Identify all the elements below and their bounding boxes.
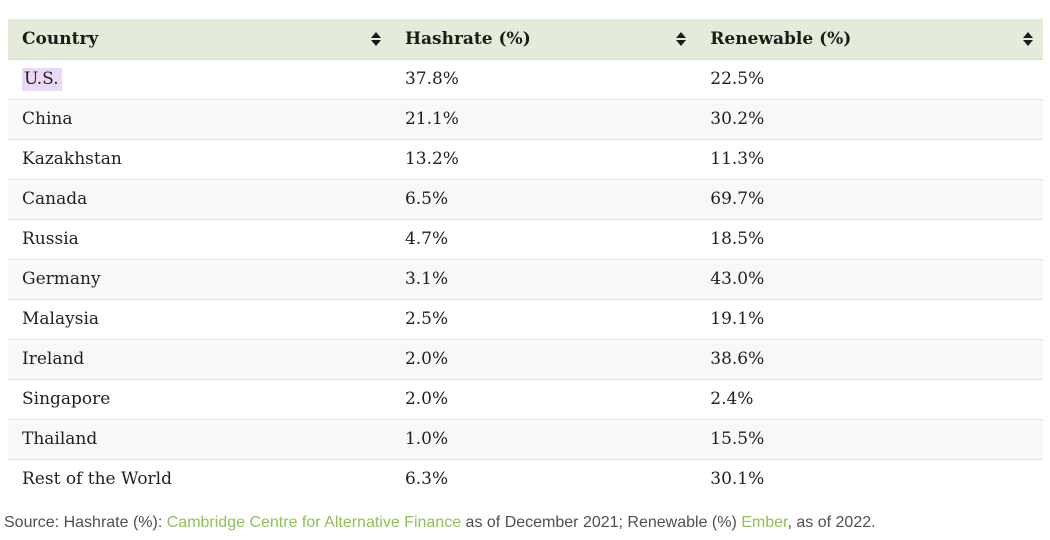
source-link[interactable]: Ember <box>741 514 788 531</box>
selected-text-highlight: U.S. <box>22 68 62 91</box>
column-label-country: Country <box>22 28 99 49</box>
cell-country: Ireland <box>8 338 391 379</box>
cell-hashrate: 6.5% <box>390 178 697 219</box>
cell-renewable: 18.5% <box>696 218 1043 259</box>
cell-renewable: 22.5% <box>696 59 1043 99</box>
table-row: Canada 6.5% 69.7% <box>8 178 1043 219</box>
table-row: Rest of the World 6.3% 30.1% <box>8 458 1043 499</box>
source-line: Source: Hashrate (%): Cambridge Centre f… <box>4 514 1044 532</box>
cell-renewable: 38.6% <box>696 338 1043 379</box>
column-header-hashrate[interactable]: Hashrate (%) <box>390 19 697 60</box>
table-header: Country Hashrate (%) Renewable (%) <box>8 19 1043 60</box>
column-header-renewable[interactable]: Renewable (%) <box>696 19 1043 60</box>
header-row: Country Hashrate (%) Renewable (%) <box>8 19 1043 60</box>
cell-renewable: 43.0% <box>696 258 1043 299</box>
cell-hashrate: 3.1% <box>390 258 697 299</box>
table-row: Russia 4.7% 18.5% <box>8 218 1043 259</box>
cell-hashrate: 6.3% <box>390 458 697 499</box>
source-text: , as of 2022. <box>787 514 876 531</box>
cell-renewable: 11.3% <box>696 138 1043 179</box>
cell-hashrate: 4.7% <box>390 218 697 259</box>
sort-icon[interactable] <box>676 31 687 46</box>
table-row: Thailand 1.0% 15.5% <box>8 418 1043 459</box>
column-label-renewable: Renewable (%) <box>710 28 852 49</box>
hashrate-renewable-table-container: Country Hashrate (%) Renewable (%) <box>8 19 1043 499</box>
cell-renewable: 2.4% <box>696 378 1043 419</box>
table-body: U.S. 37.8% 22.5% China 21.1% 30.2% Kazakhstan 1… <box>8 59 1043 499</box>
cell-hashrate: 2.5% <box>390 298 697 339</box>
cell-country: U.S. <box>8 59 391 99</box>
cell-renewable: 19.1% <box>696 298 1043 339</box>
table-row: Singapore 2.0% 2.4% <box>8 378 1043 419</box>
cell-country: Singapore <box>8 378 391 419</box>
source-link[interactable]: Cambridge Centre for Alternative Finance <box>166 514 462 531</box>
cell-country: Thailand <box>8 418 391 459</box>
cell-hashrate: 21.1% <box>390 98 697 139</box>
cell-country: Malaysia <box>8 298 391 339</box>
column-header-country[interactable]: Country <box>8 19 391 60</box>
cell-renewable: 15.5% <box>696 418 1043 459</box>
sort-icon[interactable] <box>1023 31 1033 46</box>
data-table: Country Hashrate (%) Renewable (%) <box>8 19 1043 499</box>
cell-hashrate: 2.0% <box>390 338 697 379</box>
cell-hashrate: 2.0% <box>390 378 697 419</box>
column-label-hashrate: Hashrate (%) <box>404 28 531 49</box>
cell-country: Rest of the World <box>8 458 391 499</box>
table-row: Germany 3.1% 43.0% <box>8 258 1043 299</box>
source-text: as of December 2021; Renewable (%) <box>461 514 742 531</box>
cell-hashrate: 1.0% <box>390 418 697 459</box>
table-row: Malaysia 2.5% 19.1% <box>8 298 1043 339</box>
table-row: Ireland 2.0% 38.6% <box>8 338 1043 379</box>
cell-country: Germany <box>8 258 391 299</box>
sort-icon[interactable] <box>370 31 381 46</box>
cell-hashrate: 13.2% <box>390 138 697 179</box>
cell-renewable: 30.1% <box>696 458 1043 499</box>
table-row: Kazakhstan 13.2% 11.3% <box>8 138 1043 179</box>
cell-country: Canada <box>8 178 391 219</box>
cell-country: China <box>8 98 391 139</box>
cell-renewable: 69.7% <box>696 178 1043 219</box>
cell-country: Kazakhstan <box>8 138 391 179</box>
table-row: China 21.1% 30.2% <box>8 98 1043 139</box>
table-row: U.S. 37.8% 22.5% <box>8 59 1043 99</box>
cell-country: Russia <box>8 218 391 259</box>
cell-renewable: 30.2% <box>696 98 1043 139</box>
cell-hashrate: 37.8% <box>390 59 697 99</box>
source-text: Source: Hashrate (%): <box>4 514 167 531</box>
